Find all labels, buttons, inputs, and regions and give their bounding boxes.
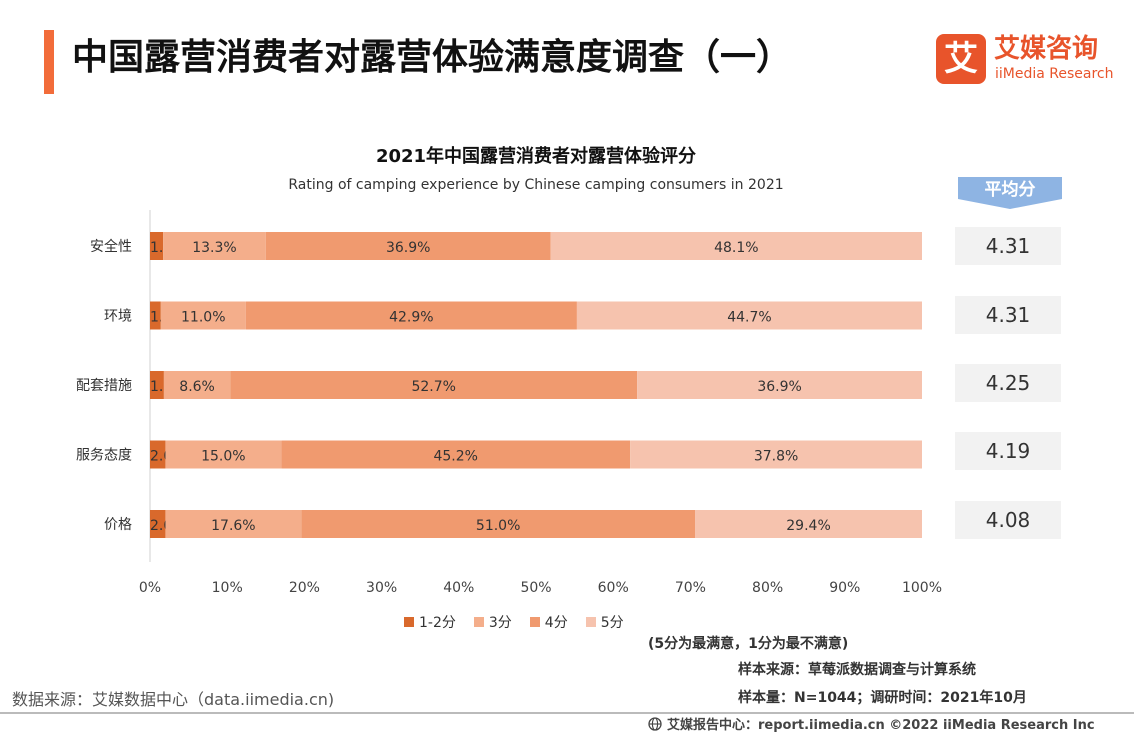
bar-jiage-3 [165, 510, 302, 538]
average-header-label: 平均分 [984, 180, 1036, 200]
legend-swatch-5 [585, 617, 596, 627]
data-label-huanjing-5: 44.7% [727, 310, 771, 326]
x-tick-label-10: 100% [902, 580, 942, 596]
data-label-peitao-4: 52.7% [411, 379, 455, 395]
bar-fuwu-1-2 [150, 440, 166, 469]
data-label-huanjing-3: 11.0% [181, 310, 225, 326]
legend-item-1-2: 1-2分 [404, 612, 456, 632]
x-tick-label-9: 90% [829, 580, 860, 596]
page-title: 中国露营消费者对露营体验满意度调查（一） [72, 37, 793, 78]
bar-anquanxing-1-2 [150, 232, 164, 260]
x-tick-label-5: 50% [520, 580, 551, 596]
x-tick-label-7: 70% [675, 580, 706, 596]
category-label-fuwu: 服务态度 [76, 448, 132, 464]
average-header-banner-shape [958, 177, 1062, 209]
bar-anquanxing-4 [265, 232, 551, 260]
bar-peitao-1-2 [150, 371, 164, 399]
bar-peitao-3 [163, 371, 231, 399]
x-tick-label-2: 20% [289, 580, 320, 596]
bar-jiage-4 [301, 510, 696, 538]
x-tick-label-8: 80% [752, 580, 783, 596]
bar-jiage-5 [695, 510, 922, 538]
legend-label-3: 3分 [488, 615, 512, 631]
average-score-header: 平均分 [958, 177, 1062, 209]
x-tick-label-4: 40% [443, 580, 474, 596]
bar-peitao-5 [637, 371, 922, 399]
data-label-fuwu-4: 45.2% [433, 449, 477, 465]
data-label-anquanxing-5: 48.1% [714, 240, 758, 256]
x-tick-label-1: 10% [212, 580, 243, 596]
logo-english-name: iiMedia Research [995, 66, 1114, 82]
average-score-fuwu: 4.19 [955, 432, 1061, 470]
bar-anquanxing-3 [163, 232, 266, 260]
average-score-jiage: 4.08 [955, 501, 1061, 539]
data-label-jiage-4: 51.0% [476, 518, 520, 534]
legend-swatch-1-2 [404, 617, 414, 627]
bar-huanjing-3 [160, 301, 246, 330]
average-score-anquanxing: 4.31 [955, 227, 1061, 265]
data-label-huanjing-4: 42.9% [389, 310, 433, 326]
logo-chinese-name: 艾媒咨询 [994, 34, 1099, 64]
category-label-huanjing: 环境 [104, 309, 132, 325]
legend-label-4: 4分 [544, 615, 568, 631]
bar-peitao-4 [230, 371, 638, 399]
bar-huanjing-4 [245, 301, 577, 330]
bar-anquanxing-5 [550, 232, 922, 260]
x-tick-label-6: 60% [598, 580, 629, 596]
footer-divider [0, 712, 1134, 714]
legend-label-5: 5分 [600, 615, 624, 631]
data-label-anquanxing-3: 13.3% [192, 240, 236, 256]
legend-swatch-4 [529, 617, 540, 627]
bar-huanjing-1-2 [150, 301, 161, 330]
logo-mark-icon: 艾 [936, 34, 986, 84]
chart-subtitle: Rating of camping experience by Chinese … [288, 177, 784, 193]
category-label-jiage: 价格 [104, 517, 132, 533]
chart-legend: 1-2分 3分 4分 5分 [404, 612, 642, 632]
sample-source: 样本来源：草莓派数据调查与计算系统 [738, 662, 976, 678]
legend-item-4: 4分 [529, 612, 568, 632]
bar-fuwu-5 [630, 440, 922, 469]
legend-item-5: 5分 [585, 612, 624, 632]
iimedia-logo: 艾 艾媒咨询 iiMedia Research [936, 34, 1126, 86]
category-label-anquanxing: 安全性 [90, 238, 132, 255]
bar-huanjing-5 [576, 301, 922, 330]
footer-report-text: 艾媒报告中心：report.iimedia.cn ©2022 iiMedia R… [667, 718, 1095, 733]
data-label-jiage-3: 17.6% [211, 518, 255, 534]
bar-fuwu-3 [165, 440, 282, 469]
data-label-peitao-3: 8.6% [179, 379, 215, 395]
data-label-fuwu-3: 15.0% [201, 449, 245, 465]
data-label-anquanxing-4: 36.9% [386, 240, 430, 256]
data-label-fuwu-5: 37.8% [754, 449, 798, 465]
x-tick-label-3: 30% [366, 580, 397, 596]
data-label-jiage-5: 29.4% [786, 518, 830, 534]
legend-swatch-3 [473, 617, 484, 627]
title-accent-bar [44, 30, 54, 94]
bar-jiage-1-2 [150, 510, 166, 538]
scale-note: (5分为最满意，1分为最不满意) [648, 636, 849, 652]
x-tick-label-0: 0% [139, 580, 161, 596]
legend-label-1-2: 1-2分 [419, 615, 456, 631]
average-score-huanjing: 4.31 [955, 296, 1061, 334]
data-label-peitao-5: 36.9% [757, 379, 801, 395]
sample-size: 样本量：N=1044；调研时间：2021年10月 [738, 690, 1027, 706]
average-score-peitao: 4.25 [955, 364, 1061, 402]
data-source: 数据来源：艾媒数据中心（data.iimedia.cn) [12, 690, 335, 709]
footer-report-center: 艾媒报告中心：report.iimedia.cn ©2022 iiMedia R… [648, 714, 1095, 733]
bar-fuwu-4 [281, 440, 631, 469]
legend-item-3: 3分 [473, 612, 512, 632]
category-label-peitao: 配套措施 [76, 378, 132, 394]
chart-title: 2021年中国露营消费者对露营体验评分 [375, 146, 697, 167]
globe-icon [648, 716, 662, 731]
